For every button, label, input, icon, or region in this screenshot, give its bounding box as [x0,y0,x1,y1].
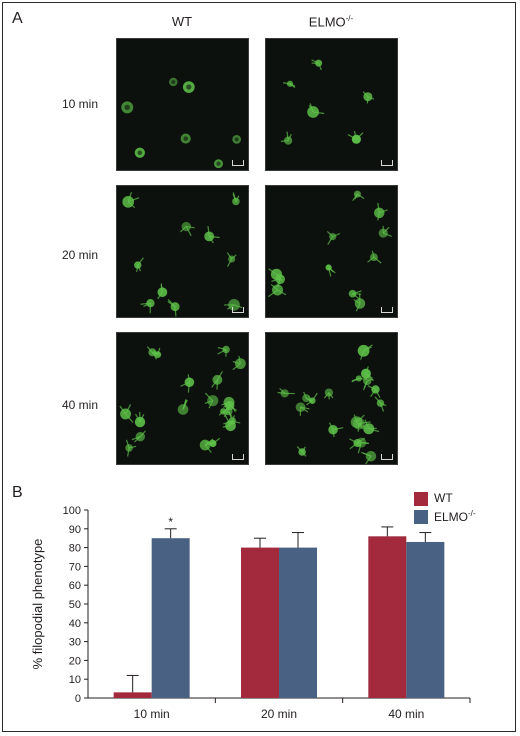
cell [122,192,140,209]
micrograph-wt-10min [116,38,249,171]
column-label-elmo: ELMO-/- [308,14,354,30]
cell [295,402,310,416]
cell [323,388,334,400]
cell [211,371,223,390]
cell [347,130,364,144]
cell [326,230,341,245]
cell [134,257,144,273]
micrograph-elmo-10min [265,38,398,171]
cell [232,135,242,144]
cell [180,374,195,393]
cell [232,355,246,371]
cell [296,446,307,457]
cell [177,399,189,415]
panel-b-letter: B [12,484,23,501]
cell [328,422,344,438]
cell [121,101,134,114]
cell [131,430,146,443]
cell [146,346,161,360]
micrograph-wt-40min [116,332,249,465]
scale-bar [232,454,244,460]
cell [214,159,223,169]
scale-bar [381,454,393,460]
cell [353,293,366,312]
cell [125,439,137,457]
cell [157,283,168,300]
cell [134,147,145,158]
cell [140,299,155,314]
cell [119,404,134,423]
scale-bar [232,160,244,166]
cell [378,225,392,238]
scale-bar [381,160,393,166]
cell [306,392,318,406]
legend-label-elmo: ELMO-/- [434,509,476,524]
micrograph-elmo-20min [265,185,398,318]
cell [367,385,381,398]
cell [374,396,387,412]
cell [348,289,362,300]
cell [360,450,377,464]
cell [180,221,195,237]
cell [307,103,325,118]
cell [325,264,336,277]
cell [223,400,237,415]
cell [223,417,241,426]
legend-swatch-elmo [414,510,428,524]
cell [167,299,180,317]
panel-a-letter: A [12,10,23,27]
cell [268,268,285,282]
cell [280,131,293,145]
cell [363,419,380,435]
cell [180,133,191,144]
row-label-40min: 40 min [62,398,99,412]
cell [367,250,382,264]
cell [217,345,230,357]
cell [349,437,366,450]
legend-swatch-wt [414,492,428,506]
cell [352,417,371,432]
scale-bar [381,307,393,313]
cell [352,190,365,201]
cell [204,226,220,244]
cell [362,91,375,104]
row-label-10min: 10 min [62,97,99,111]
cell [357,344,373,360]
cell [360,366,374,382]
scale-bar [232,307,244,313]
cell [277,387,295,398]
cell [268,284,287,298]
legend-label-wt: WT [434,491,453,505]
cell [226,252,237,267]
cell [283,80,296,89]
cell [204,392,219,409]
cell [374,202,388,221]
cell [223,298,243,311]
cell [182,81,195,93]
cell [311,59,323,71]
micrograph-wt-20min [116,185,249,318]
micrograph-elmo-40min [265,332,398,465]
cell [232,192,240,206]
cell [204,437,221,448]
cell [134,411,146,428]
cell [351,375,368,383]
column-label-wt: WT [171,14,193,29]
row-label-20min: 20 min [62,248,99,262]
cell [169,77,178,87]
